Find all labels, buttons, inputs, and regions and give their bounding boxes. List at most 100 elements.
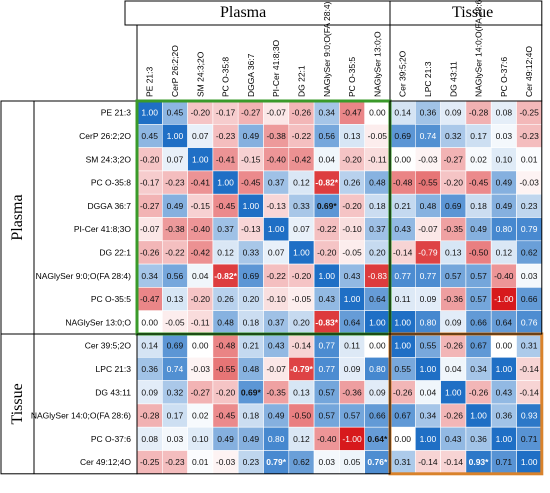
cell-value-label: -0.03 (216, 457, 236, 467)
column-label: PE 21:3 (145, 66, 155, 97)
cell-value-label: -0.23 (165, 178, 185, 188)
column-label: Cer 49:12;4O (524, 46, 534, 97)
cell-value-label: 0.23 (521, 201, 538, 211)
cell-value-label: 0.77 (420, 271, 437, 281)
cell-value-label: -0.17 (216, 108, 236, 118)
cell-value-label: -0.20 (444, 178, 464, 188)
cell-value-label: 0.36 (496, 411, 513, 421)
row-label: Cer 39:5;2O (85, 341, 132, 351)
cell-value-label: -0.05 (342, 247, 362, 257)
side-group-label: Tissue (9, 383, 26, 424)
cell-value-label: 0.10 (192, 434, 209, 444)
cell-value-label: -0.47 (342, 108, 362, 118)
cell-value-label: 0.36 (470, 434, 487, 444)
cell-value-label: -0.47 (140, 294, 160, 304)
cell-value-label: 0.48 (420, 201, 437, 211)
cell-value-label: -0.25 (140, 457, 160, 467)
cell-value-label: 0.43 (445, 434, 462, 444)
cell-value-label: 1.00 (445, 387, 462, 397)
cell-value-label: 1.00 (470, 411, 487, 421)
cell-value-label: 0.49 (496, 201, 513, 211)
cell-value-label: -0.26 (140, 247, 160, 257)
cell-value-label: -0.55 (418, 178, 438, 188)
cell-value-label: 1.00 (420, 434, 437, 444)
cell-value-label: 0.14 (141, 341, 158, 351)
cell-value-label: 0.36 (141, 364, 158, 374)
cell-value-label: -0.07 (140, 224, 160, 234)
cell-value-label: 1.00 (394, 341, 411, 351)
cell-value-label: 0.01 (521, 154, 538, 164)
column-label: NAGlySer 14:0;O(FA 28:6) (474, 0, 484, 97)
cell-value-label: 0.49 (470, 224, 487, 234)
cell-value-label: 0.57 (318, 387, 335, 397)
cell-value-label: 0.56 (318, 131, 335, 141)
cell-value-label: 1.00 (369, 317, 386, 327)
cell-value-label: 0.80 (496, 224, 513, 234)
cell-value-label: 0.77 (318, 364, 335, 374)
cell-value-label: 0.31 (521, 341, 538, 351)
cell-value-label: 0.69 (394, 131, 411, 141)
cell-value-label: -0.20 (342, 154, 362, 164)
column-label: PC O-35:8 (221, 57, 231, 97)
cell-value-label: -0.15 (241, 154, 261, 164)
cell-value-label: -0.23 (216, 131, 236, 141)
cell-value-label: -0.20 (317, 247, 337, 257)
row-label: DG 43:11 (95, 387, 131, 397)
cell-value-label: -0.20 (191, 108, 211, 118)
cell-value-label: 0.64 (344, 317, 361, 327)
cell-value-label: 0.55 (394, 364, 411, 374)
cell-value-label: 0.07 (192, 131, 209, 141)
cell-value-label: 0.17 (167, 411, 184, 421)
cell-value-label: -0.23 (165, 457, 185, 467)
cell-value-label: -0.07 (266, 108, 286, 118)
cell-value-label: -0.03 (191, 364, 211, 374)
cell-value-label: 0.34 (141, 271, 158, 281)
cell-value-label: 0.71 (521, 434, 538, 444)
cell-value-label: 0.64 (369, 294, 386, 304)
column-label: CerP 26:2;2O (170, 45, 180, 97)
cell-value-label: 0.56 (167, 271, 184, 281)
cell-value-label: 0.13 (445, 247, 462, 257)
cell-value-label: 0.49 (243, 434, 260, 444)
cell-value-label: -0.42 (292, 154, 312, 164)
cell-value-label: 1.00 (192, 154, 209, 164)
cell-value-label: 0.49 (217, 434, 234, 444)
cell-value-label: -0.14 (519, 364, 539, 374)
cell-value-label: -0.14 (444, 457, 464, 467)
cell-value-label: -0.35 (444, 224, 464, 234)
cell-value-label: 0.04 (420, 387, 437, 397)
cell-value-label: 0.32 (167, 387, 184, 397)
cell-value-label: 0.32 (445, 131, 462, 141)
cell-value-label: 0.07 (293, 224, 310, 234)
cell-value-label: 0.55 (420, 341, 437, 351)
cell-value-label: -0.03 (519, 178, 539, 188)
row-label: DGGA 36:7 (88, 201, 132, 211)
cell-value-label: -0.45 (216, 411, 236, 421)
cell-value-label: 0.64* (367, 434, 388, 444)
cell-value-label: 0.13 (167, 294, 184, 304)
cell-value-label: -0.45 (469, 178, 489, 188)
cell-value-label: 0.37 (268, 317, 285, 327)
cell-value-label: -0.40 (266, 154, 286, 164)
cell-value-label: 1.00 (496, 364, 513, 374)
cell-value-label: 0.66 (470, 317, 487, 327)
cell-value-label: -0.28 (469, 108, 489, 118)
row-labels: PE 21:3 CerP 26:2;2O SM 24:3;2O PC O-35:8 DG… (31, 108, 132, 467)
cell-value-label: -1.00 (342, 434, 362, 444)
cell-value-label: -0.05 (165, 317, 185, 327)
row-label: LPC 21:3 (96, 364, 132, 374)
cell-value-label: -0.20 (191, 294, 211, 304)
row-label: NAGlySer 13:0;O (65, 317, 131, 327)
cell-value-label: 0.09 (369, 387, 386, 397)
cell-value-label: -0.27 (241, 108, 261, 118)
cell-value-label: 0.04 (318, 154, 335, 164)
cell-value-label: -0.40 (494, 271, 514, 281)
cell-value-label: -0.45 (241, 178, 261, 188)
cell-value-label: -0.20 (342, 201, 362, 211)
cell-value-label: 0.02 (470, 154, 487, 164)
cell-value-label: 1.00 (420, 364, 437, 374)
cell-value-label: 1.00 (496, 434, 513, 444)
cell-value-label: -0.11 (191, 317, 210, 327)
cell-value-label: -0.23 (519, 131, 539, 141)
